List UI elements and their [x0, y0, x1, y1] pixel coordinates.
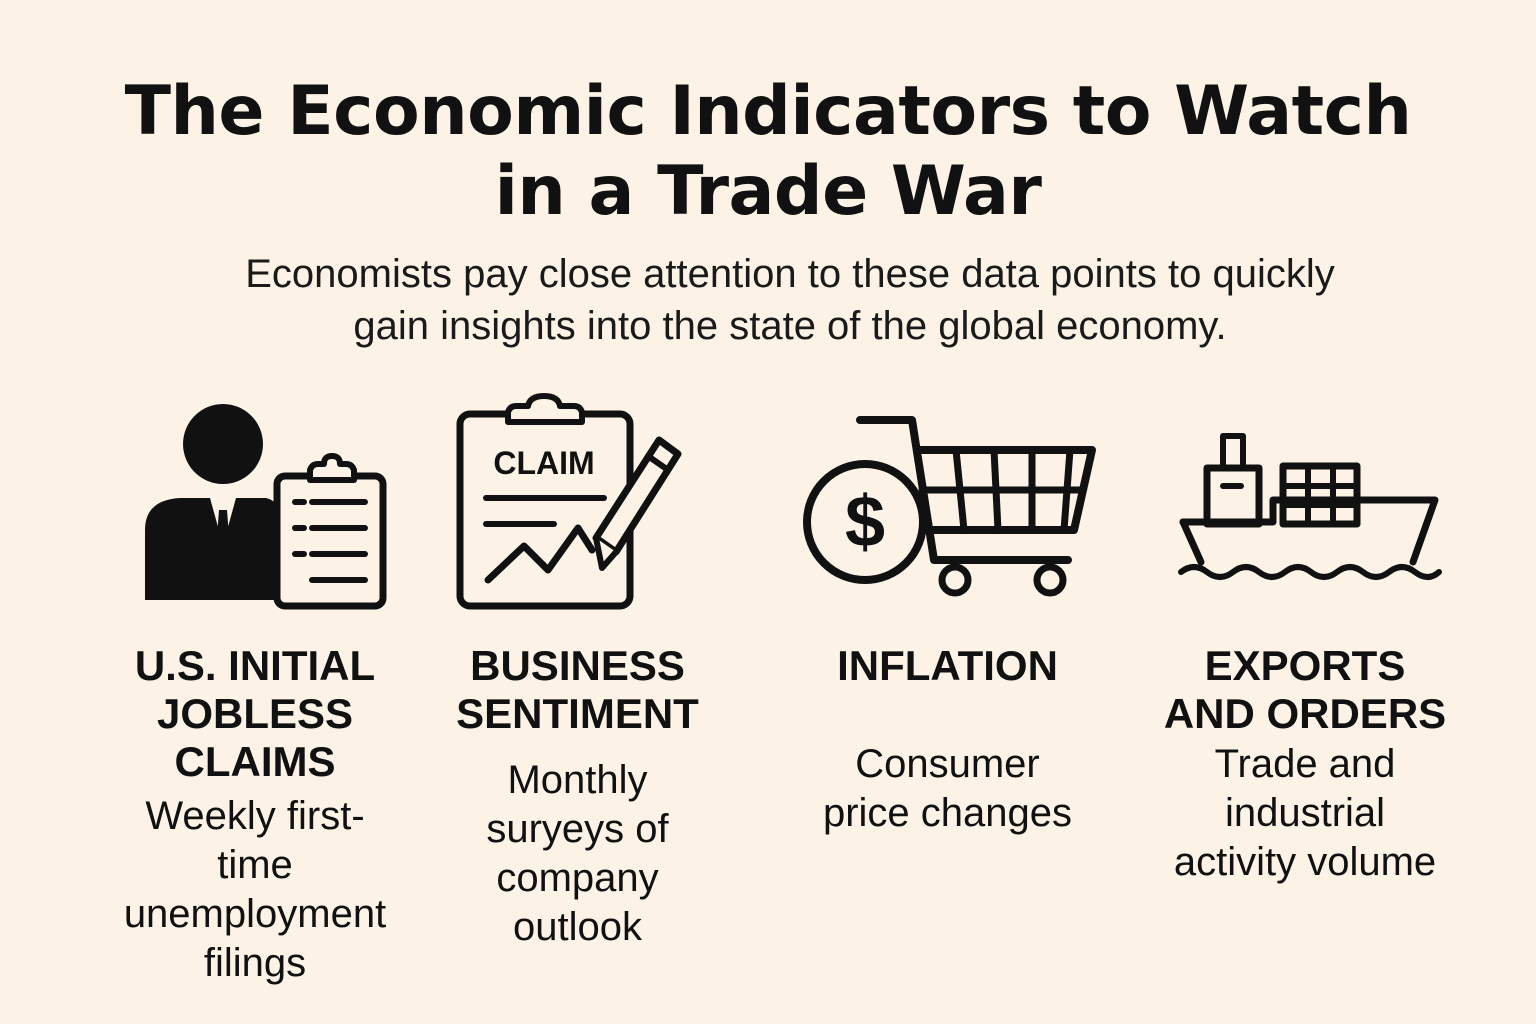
indicator-desc-line: activity volume [1173, 840, 1437, 884]
indicator-title-line: INFLATION [837, 642, 1058, 689]
dollar-shopping-cart-icon: $ [800, 410, 1100, 600]
indicator-title-business-sentiment: BUSINESS SENTIMENT [420, 642, 735, 738]
page-title-line: The Economic Indicators to Watch [124, 72, 1412, 151]
indicator-desc-line: outlook [513, 905, 642, 949]
indicator-desc-line: unemployment [123, 892, 387, 936]
dollar-sign-label: $ [845, 482, 885, 562]
indicator-desc-inflation: Consumer price changes [795, 740, 1100, 838]
indicator-title-line: U.S. INITIAL [134, 642, 376, 689]
indicator-desc-line: time [217, 843, 293, 887]
indicator-title-line: JOBLESS [156, 690, 354, 737]
indicator-desc-jobless-claims: Weekly first- time unemployment filings [95, 792, 415, 988]
page-subtitle-line: gain insights into the state of the glob… [353, 304, 1227, 348]
indicator-title-inflation: INFLATION [795, 642, 1100, 690]
indicator-title-line: BUSINESS [470, 642, 685, 689]
indicator-desc-line: Consumer [855, 742, 1040, 786]
page-title-line: in a Trade War [494, 152, 1042, 231]
indicator-desc-line: Trade and [1214, 742, 1396, 786]
page-subtitle: Economists pay close attention to these … [90, 248, 1490, 352]
indicator-desc-line: company [496, 856, 659, 900]
indicator-title-line: SENTIMENT [456, 690, 699, 737]
indicator-title-line: CLAIMS [174, 738, 336, 785]
indicator-title-line: EXPORTS [1204, 642, 1406, 689]
indicator-title-exports-orders: EXPORTS AND ORDERS [1145, 642, 1465, 738]
cargo-ship-icon [1175, 430, 1445, 590]
indicator-desc-line: Monthly [507, 758, 648, 802]
person-clipboard-icon [140, 400, 390, 615]
page-title: The Economic Indicators to Watch in a Tr… [0, 72, 1536, 232]
indicator-desc-business-sentiment: Monthly suryeys of company outlook [420, 756, 735, 952]
claim-clipboard-pencil-icon: CLAIM [452, 392, 692, 614]
indicator-title-jobless-claims: U.S. INITIAL JOBLESS CLAIMS [95, 642, 415, 786]
indicator-desc-line: industrial [1224, 791, 1386, 835]
indicator-title-line: AND ORDERS [1163, 690, 1447, 737]
indicator-desc-line: suryeys of [486, 807, 669, 851]
indicator-desc-line: filings [203, 941, 307, 985]
indicator-desc-line: price changes [822, 791, 1073, 835]
indicator-desc-exports-orders: Trade and industrial activity volume [1145, 740, 1465, 887]
indicator-desc-line: Weekly first- [145, 794, 365, 838]
claim-label: CLAIM [493, 445, 594, 481]
page-subtitle-line: Economists pay close attention to these … [245, 252, 1335, 296]
